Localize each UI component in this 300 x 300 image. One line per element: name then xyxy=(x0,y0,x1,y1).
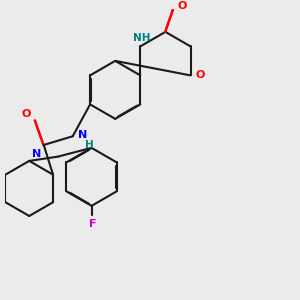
Text: O: O xyxy=(21,109,31,119)
Text: O: O xyxy=(177,1,187,11)
Text: H: H xyxy=(85,140,94,150)
Text: N: N xyxy=(78,130,87,140)
Text: N: N xyxy=(32,149,41,160)
Text: O: O xyxy=(196,70,205,80)
Text: F: F xyxy=(89,219,97,229)
Text: NH: NH xyxy=(133,33,151,43)
